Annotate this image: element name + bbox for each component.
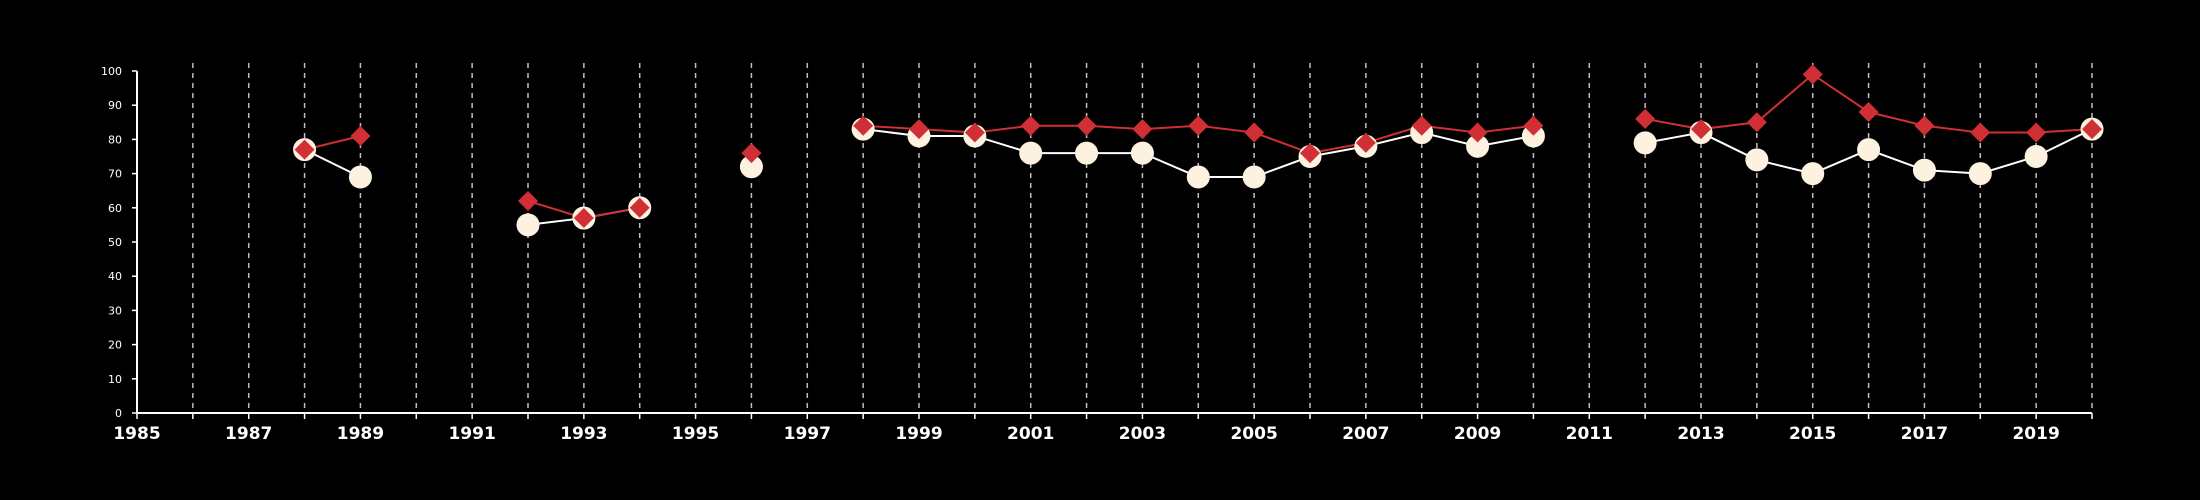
y-tick-label: 0 — [115, 407, 122, 420]
series-1-point — [1130, 141, 1154, 165]
y-tick-label: 90 — [108, 99, 122, 112]
series-2-point — [294, 139, 315, 160]
x-tick-label: 2019 — [2012, 424, 2059, 444]
series-1-point — [1801, 162, 1825, 186]
series-2-segment — [1868, 111, 1925, 127]
series-2-segment — [1756, 73, 1814, 124]
y-tick-label: 80 — [108, 133, 122, 146]
series-2-point — [1691, 119, 1711, 140]
x-tick-label: 2017 — [1901, 424, 1948, 444]
y-tick-label: 100 — [101, 65, 122, 78]
series-2-point — [518, 190, 538, 211]
series-1-point — [1186, 165, 1210, 189]
series-1-point — [516, 213, 540, 237]
x-tick-label: 1987 — [225, 424, 272, 444]
series-2-point — [1300, 143, 1320, 164]
series-2-point — [853, 115, 874, 136]
x-tick-label: 2005 — [1230, 424, 1277, 444]
series-2-point — [1523, 115, 1544, 136]
series-2-point — [909, 119, 929, 140]
series-2-point — [1802, 64, 1823, 85]
series-1-point — [1633, 131, 1657, 155]
x-tick-label: 2009 — [1454, 424, 1501, 444]
x-tick-label: 2013 — [1677, 424, 1724, 444]
x-tick-label: 2001 — [1007, 424, 1054, 444]
series-2-segment — [1477, 124, 1534, 134]
series-1-point — [1912, 158, 1936, 182]
series-1-point — [1075, 141, 1099, 165]
series-2-segment — [1198, 124, 1255, 134]
x-tick-label: 2011 — [1566, 424, 1613, 444]
series-1-point — [2024, 145, 2048, 168]
series-2-point — [1244, 122, 1265, 143]
x-tick-label: 2015 — [1789, 424, 1836, 444]
series-2-point — [1020, 115, 1041, 136]
x-tick-label: 1993 — [560, 424, 607, 444]
y-tick-label: 30 — [108, 304, 122, 317]
x-tick-label: 1985 — [113, 424, 160, 444]
series-1-point — [1242, 165, 1266, 189]
y-axis-ticks: 0 10 20 30 40 50 60 70 80 90 100 — [101, 65, 137, 420]
series-2-point — [1970, 122, 1991, 143]
y-tick-label: 20 — [108, 339, 122, 352]
series-2-point — [1635, 108, 1656, 129]
series-1-point — [1968, 162, 1992, 186]
series-2-point — [1411, 115, 1432, 136]
series-2-point — [1188, 115, 1209, 136]
y-tick-label: 60 — [108, 202, 122, 215]
x-tick-label: 1999 — [895, 424, 942, 444]
series-2-point — [629, 197, 650, 218]
x-axis-ticks: 1985 1987 1989 1991 1993 1995 1997 1999 2001 2003… — [113, 413, 2093, 444]
series-2-point — [1746, 112, 1767, 133]
x-tick-label: 2003 — [1119, 424, 1166, 444]
x-tick-label: 2007 — [1342, 424, 1389, 444]
series-1-point — [1745, 148, 1769, 172]
series-2-point — [2026, 122, 2047, 143]
series-2-point — [1076, 115, 1097, 136]
series-2-segment — [1924, 124, 1981, 134]
x-tick-label: 1995 — [672, 424, 719, 444]
series-2-point — [573, 208, 594, 229]
axes — [136, 71, 2092, 414]
x-tick-label: 1997 — [784, 424, 831, 444]
series-2-point — [1355, 132, 1376, 153]
series-1-point — [1019, 141, 1043, 165]
vertical-gridlines — [192, 63, 2093, 413]
x-tick-label: 1991 — [448, 424, 495, 444]
series-1-point — [348, 165, 372, 189]
series-1-point — [1857, 138, 1881, 162]
series-2-point — [2082, 119, 2102, 140]
series-2-segment — [1253, 131, 1311, 155]
series-2-point — [350, 125, 371, 146]
series-2-point — [964, 122, 985, 143]
y-tick-label: 40 — [108, 270, 122, 283]
y-tick-label: 10 — [108, 373, 122, 386]
series-2-point — [1858, 102, 1879, 123]
x-tick-label: 1989 — [337, 424, 384, 444]
y-tick-label: 70 — [108, 168, 122, 181]
series-2-point — [1132, 119, 1153, 140]
series-2-segment — [1812, 73, 1870, 113]
series-2-point — [1467, 122, 1488, 143]
series-markers — [293, 64, 2104, 237]
y-tick-label: 50 — [108, 236, 122, 249]
series-2-point — [1914, 115, 1935, 136]
series-2-point — [741, 143, 762, 164]
